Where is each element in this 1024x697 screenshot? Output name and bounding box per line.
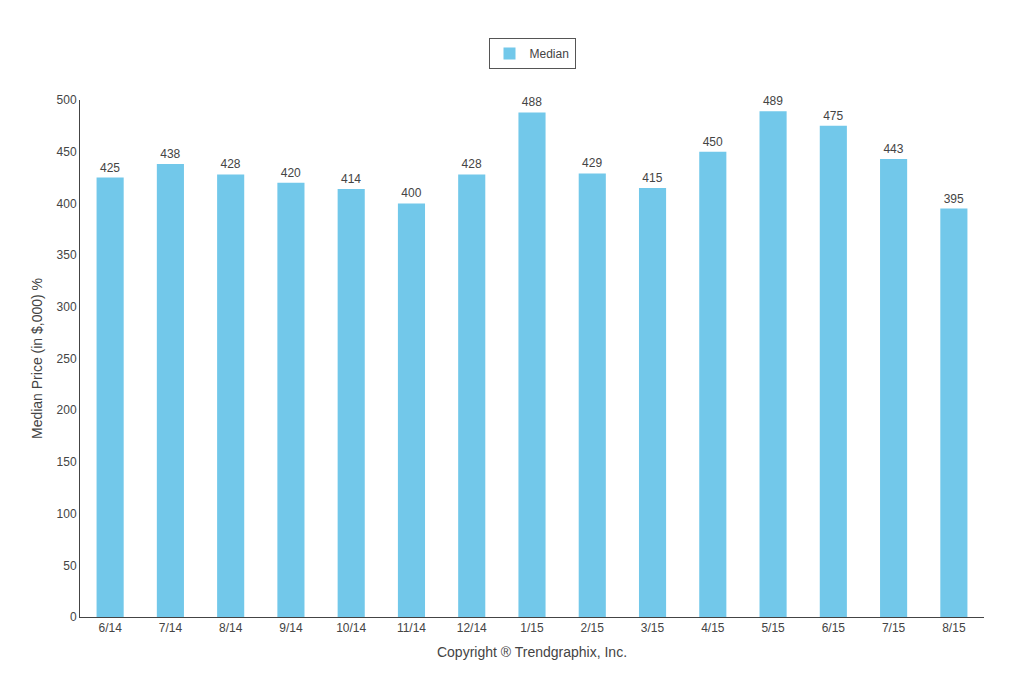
svg-text:200: 200 (57, 403, 77, 417)
svg-text:100: 100 (57, 507, 77, 521)
svg-text:395: 395 (944, 192, 964, 206)
svg-text:Copyright ® Trendgraphix, Inc.: Copyright ® Trendgraphix, Inc. (437, 644, 627, 660)
svg-text:7/14: 7/14 (159, 621, 183, 635)
svg-text:420: 420 (281, 166, 301, 180)
svg-text:300: 300 (57, 300, 77, 314)
svg-text:400: 400 (57, 197, 77, 211)
svg-text:8/14: 8/14 (219, 621, 243, 635)
svg-text:414: 414 (341, 172, 361, 186)
svg-text:9/14: 9/14 (279, 621, 303, 635)
svg-text:429: 429 (582, 156, 602, 170)
svg-text:5/15: 5/15 (761, 621, 785, 635)
svg-text:475: 475 (823, 109, 843, 123)
svg-text:12/14: 12/14 (457, 621, 487, 635)
svg-text:4/15: 4/15 (701, 621, 725, 635)
svg-text:0: 0 (70, 610, 77, 624)
svg-text:443: 443 (883, 142, 903, 156)
svg-text:250: 250 (57, 352, 77, 366)
svg-text:450: 450 (57, 145, 77, 159)
svg-text:7/15: 7/15 (882, 621, 906, 635)
svg-text:1/15: 1/15 (520, 621, 544, 635)
svg-text:8/15: 8/15 (942, 621, 966, 635)
svg-text:50: 50 (63, 559, 77, 573)
svg-text:350: 350 (57, 248, 77, 262)
svg-text:438: 438 (160, 147, 180, 161)
svg-text:488: 488 (522, 95, 542, 109)
svg-text:2/15: 2/15 (581, 621, 605, 635)
svg-text:Median: Median (530, 47, 569, 61)
svg-text:6/14: 6/14 (98, 621, 122, 635)
svg-text:428: 428 (220, 157, 240, 171)
svg-text:500: 500 (57, 93, 77, 107)
svg-text:415: 415 (642, 171, 662, 185)
svg-text:10/14: 10/14 (336, 621, 366, 635)
svg-text:150: 150 (57, 455, 77, 469)
svg-text:428: 428 (462, 157, 482, 171)
svg-text:Median Price (in $,000) %: Median Price (in $,000) % (29, 278, 45, 439)
svg-text:489: 489 (763, 94, 783, 108)
svg-text:11/14: 11/14 (397, 621, 426, 635)
svg-text:3/15: 3/15 (641, 621, 665, 635)
svg-text:450: 450 (703, 135, 723, 149)
svg-text:400: 400 (401, 186, 421, 200)
svg-text:6/15: 6/15 (822, 621, 846, 635)
svg-text:425: 425 (100, 161, 120, 175)
